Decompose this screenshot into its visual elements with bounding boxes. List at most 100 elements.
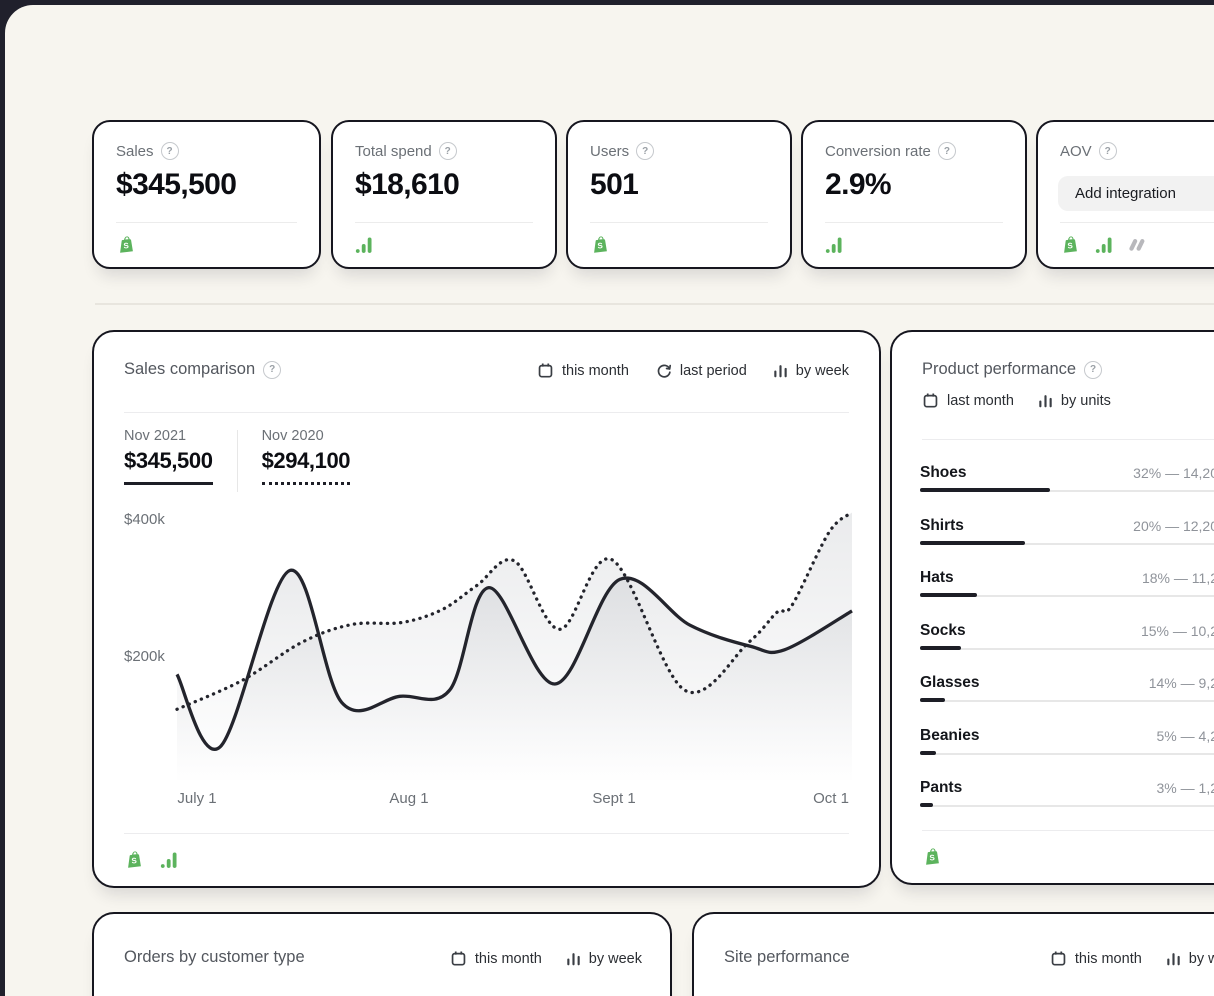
filter-this-month[interactable]: this month	[1050, 950, 1142, 967]
product-name: Hats	[920, 569, 954, 586]
filter-by-week[interactable]: by week	[773, 363, 849, 379]
product-value: 5% — 4,2	[1156, 728, 1214, 744]
filter-this-month[interactable]: this month	[450, 950, 542, 967]
product-name: Shoes	[920, 464, 967, 481]
analytics-icon	[355, 236, 373, 254]
stat-card-conversion-rate: Conversion rate ? 2.9%	[801, 120, 1027, 269]
progress-track	[920, 700, 1214, 702]
help-icon[interactable]: ?	[160, 142, 179, 160]
progress-fill	[920, 488, 1050, 492]
legend-previous-period: Nov 2020 $294,100	[261, 428, 351, 485]
site-performance-card: Site performance this month by week	[692, 912, 1214, 996]
progress-fill	[920, 593, 977, 597]
product-name: Beanies	[920, 727, 980, 744]
legend-period-label: Nov 2021	[124, 428, 187, 444]
filter-last-month[interactable]: last month	[922, 392, 1014, 409]
sales-comparison-card: Sales comparison ? this month last perio…	[92, 330, 881, 888]
chip-label: by units	[1060, 392, 1111, 409]
product-name: Pants	[920, 779, 963, 796]
filter-this-month[interactable]: this month	[537, 362, 629, 379]
analytics-icon	[1095, 236, 1113, 254]
progress-track	[920, 543, 1214, 545]
bars-icon	[1166, 951, 1181, 966]
stat-label: AOV	[1060, 142, 1092, 160]
shopify-icon: S	[116, 235, 137, 256]
card-title: Orders by customer type	[124, 948, 305, 966]
add-integration-button[interactable]: Add integration	[1058, 176, 1214, 211]
svg-text:S: S	[929, 853, 935, 862]
filter-by-week[interactable]: by week	[566, 951, 642, 967]
product-name: Glasses	[920, 674, 980, 691]
chip-label: this month	[474, 950, 542, 967]
product-value: 15% — 10,2	[1140, 623, 1214, 639]
stat-label: Conversion rate	[825, 142, 931, 160]
product-name: Socks	[920, 622, 966, 639]
shopify-icon: S	[590, 235, 611, 256]
filter-by-week[interactable]: by week	[1166, 951, 1214, 967]
stat-value: 2.9%	[825, 168, 892, 201]
filter-by-units[interactable]: by units	[1038, 393, 1111, 409]
divider	[922, 830, 1214, 831]
bars-icon	[566, 951, 581, 966]
progress-fill	[920, 698, 945, 702]
legend-value: $294,100	[261, 448, 351, 485]
chip-label: this month	[561, 362, 629, 379]
y-axis-tick: $400k	[124, 511, 165, 528]
divider	[355, 222, 533, 223]
divider	[1060, 222, 1214, 223]
chip-label: this month	[1074, 950, 1142, 967]
analytics-icon	[160, 851, 178, 869]
dashboard-window: Sales ? $345,500 S Total spend ? $18,610…	[5, 5, 1214, 996]
calendar-icon	[922, 392, 939, 409]
divider	[116, 222, 297, 223]
help-icon[interactable]: ?	[937, 142, 956, 160]
svg-text:S: S	[131, 856, 137, 865]
help-icon[interactable]: ?	[438, 142, 457, 160]
calendar-icon	[450, 950, 467, 967]
card-title: Sales comparison	[124, 360, 256, 378]
progress-fill	[920, 751, 936, 755]
progress-track	[920, 490, 1214, 492]
x-axis-tick: Aug 1	[389, 790, 429, 807]
progress-fill	[920, 803, 933, 807]
product-value: 20% — 12,20	[1133, 518, 1214, 534]
stat-card-aov: AOV ? Add integration S	[1036, 120, 1214, 269]
calendar-icon	[537, 362, 554, 379]
orders-by-customer-type-card: Orders by customer type this month by we…	[92, 912, 672, 996]
stat-label: Users	[590, 142, 630, 160]
help-icon[interactable]: ?	[1084, 360, 1103, 379]
shopify-icon: S	[1060, 235, 1081, 256]
stat-card-sales: Sales ? $345,500 S	[92, 120, 321, 269]
stat-value: 501	[590, 168, 639, 201]
help-icon[interactable]: ?	[636, 142, 655, 160]
chip-label: by week	[795, 362, 849, 379]
stat-label: Sales	[116, 142, 154, 160]
slashes-icon	[1127, 236, 1147, 254]
svg-text:S: S	[1067, 241, 1073, 250]
divider	[124, 833, 849, 834]
sales-comparison-chart	[175, 507, 854, 784]
product-value: 18% — 11,2	[1141, 570, 1214, 586]
bars-icon	[1038, 393, 1053, 408]
progress-fill	[920, 646, 961, 650]
legend-period-label: Nov 2020	[261, 428, 324, 444]
divider	[236, 430, 238, 492]
svg-text:S: S	[123, 241, 129, 250]
help-icon[interactable]: ?	[1098, 142, 1117, 160]
product-value: 32% — 14,20	[1133, 465, 1214, 481]
progress-fill	[920, 541, 1025, 545]
chip-label: by week	[588, 950, 642, 967]
stat-card-total-spend: Total spend ? $18,610	[331, 120, 557, 269]
product-value: 3% — 1,2	[1156, 780, 1214, 796]
chip-label: last period	[679, 362, 747, 379]
progress-track	[920, 753, 1214, 755]
chip-label: by week	[1188, 950, 1214, 967]
legend-current-period: Nov 2021 $345,500	[124, 428, 213, 485]
product-value: 14% — 9,2	[1148, 675, 1214, 691]
stat-value: $345,500	[116, 168, 237, 201]
divider	[825, 222, 1003, 223]
help-icon[interactable]: ?	[263, 360, 282, 379]
filter-last-period[interactable]: last period	[655, 362, 747, 379]
legend-value: $345,500	[124, 448, 213, 485]
